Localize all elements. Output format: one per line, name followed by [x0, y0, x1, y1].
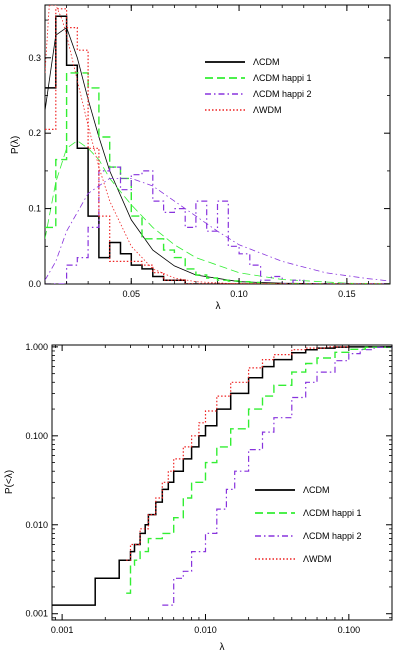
legend-label-3: ΛWDM	[303, 554, 332, 564]
fit-curve-series-2	[45, 178, 390, 282]
y-tick-label: 0.010	[25, 520, 48, 530]
differential-distribution-panel: 0.05 0.10 0.150.00.10.20.3 λ P(λ) ΛCDMΛCDM…	[10, 4, 391, 312]
fit-curve-series-3	[45, 5, 283, 284]
y-tick-label: 0.1	[28, 204, 41, 214]
y-tick-label: 0.0	[28, 279, 41, 289]
bottom-legend: ΛCDM ΛCDM happi 1 ΛCDM happi 2 ΛWDM	[255, 485, 362, 564]
cumulative-distribution-panel: 0.001 0.010 0.100 0.001 0.010 0.100 1.000 λ P(…	[4, 342, 393, 653]
x-tick-label: 0.010	[194, 625, 217, 635]
top-plot-frame	[44, 4, 391, 285]
legend-label-2: ΛCDM happi 2	[303, 531, 362, 541]
legend-label-3: ΛWDM	[253, 105, 282, 115]
x-tick-label: 0.10	[230, 289, 248, 299]
x-tick-label: 0.05	[122, 289, 140, 299]
bottom-y-axis-label: P(<λ)	[4, 470, 15, 494]
top-legend: ΛCDM ΛCDM happi 1 ΛCDM happi 2 ΛWDM	[205, 57, 312, 115]
bottom-axes: 0.001 0.010 0.100 0.001 0.010 0.100 1.000	[25, 342, 392, 635]
y-tick-label: 0.3	[28, 53, 41, 63]
y-tick-label: 0.001	[25, 609, 48, 619]
y-tick-label: 0.2	[28, 128, 41, 138]
cumulative-series-1	[126, 346, 392, 594]
legend-label-1: ΛCDM happi 1	[253, 73, 312, 83]
y-tick-label: 0.100	[25, 431, 48, 441]
histogram-series-3	[45, 8, 390, 284]
histogram-series-2	[45, 166, 390, 284]
x-tick-label: 0.001	[51, 625, 74, 635]
cumulative-series-2	[162, 346, 392, 606]
cumulative-series-0	[52, 346, 392, 606]
top-axes: 0.05 0.10 0.15 0.0 0.1 0.2 0.3	[28, 5, 390, 299]
legend-label-0: ΛCDM	[253, 57, 280, 67]
top-x-axis-label: λ	[216, 301, 221, 312]
x-tick-label: 0.15	[338, 289, 356, 299]
legend-label-2: ΛCDM happi 2	[253, 89, 312, 99]
bottom-plot-content	[52, 346, 392, 606]
top-plot-content	[45, 5, 390, 284]
x-tick-label: 0.100	[338, 625, 361, 635]
cumulative-series-3	[126, 346, 349, 561]
histogram-series-0	[45, 15, 390, 284]
legend-label-1: ΛCDM happi 1	[303, 508, 362, 518]
fit-curve-series-1	[45, 140, 390, 284]
y-tick-label: 1.000	[25, 342, 48, 352]
histogram-series-1	[45, 72, 390, 284]
fit-curve-series-0	[45, 26, 390, 284]
legend-label-0: ΛCDM	[303, 485, 330, 495]
top-y-axis-label: P(λ)	[10, 136, 21, 154]
bottom-x-axis-label: λ	[220, 642, 225, 653]
